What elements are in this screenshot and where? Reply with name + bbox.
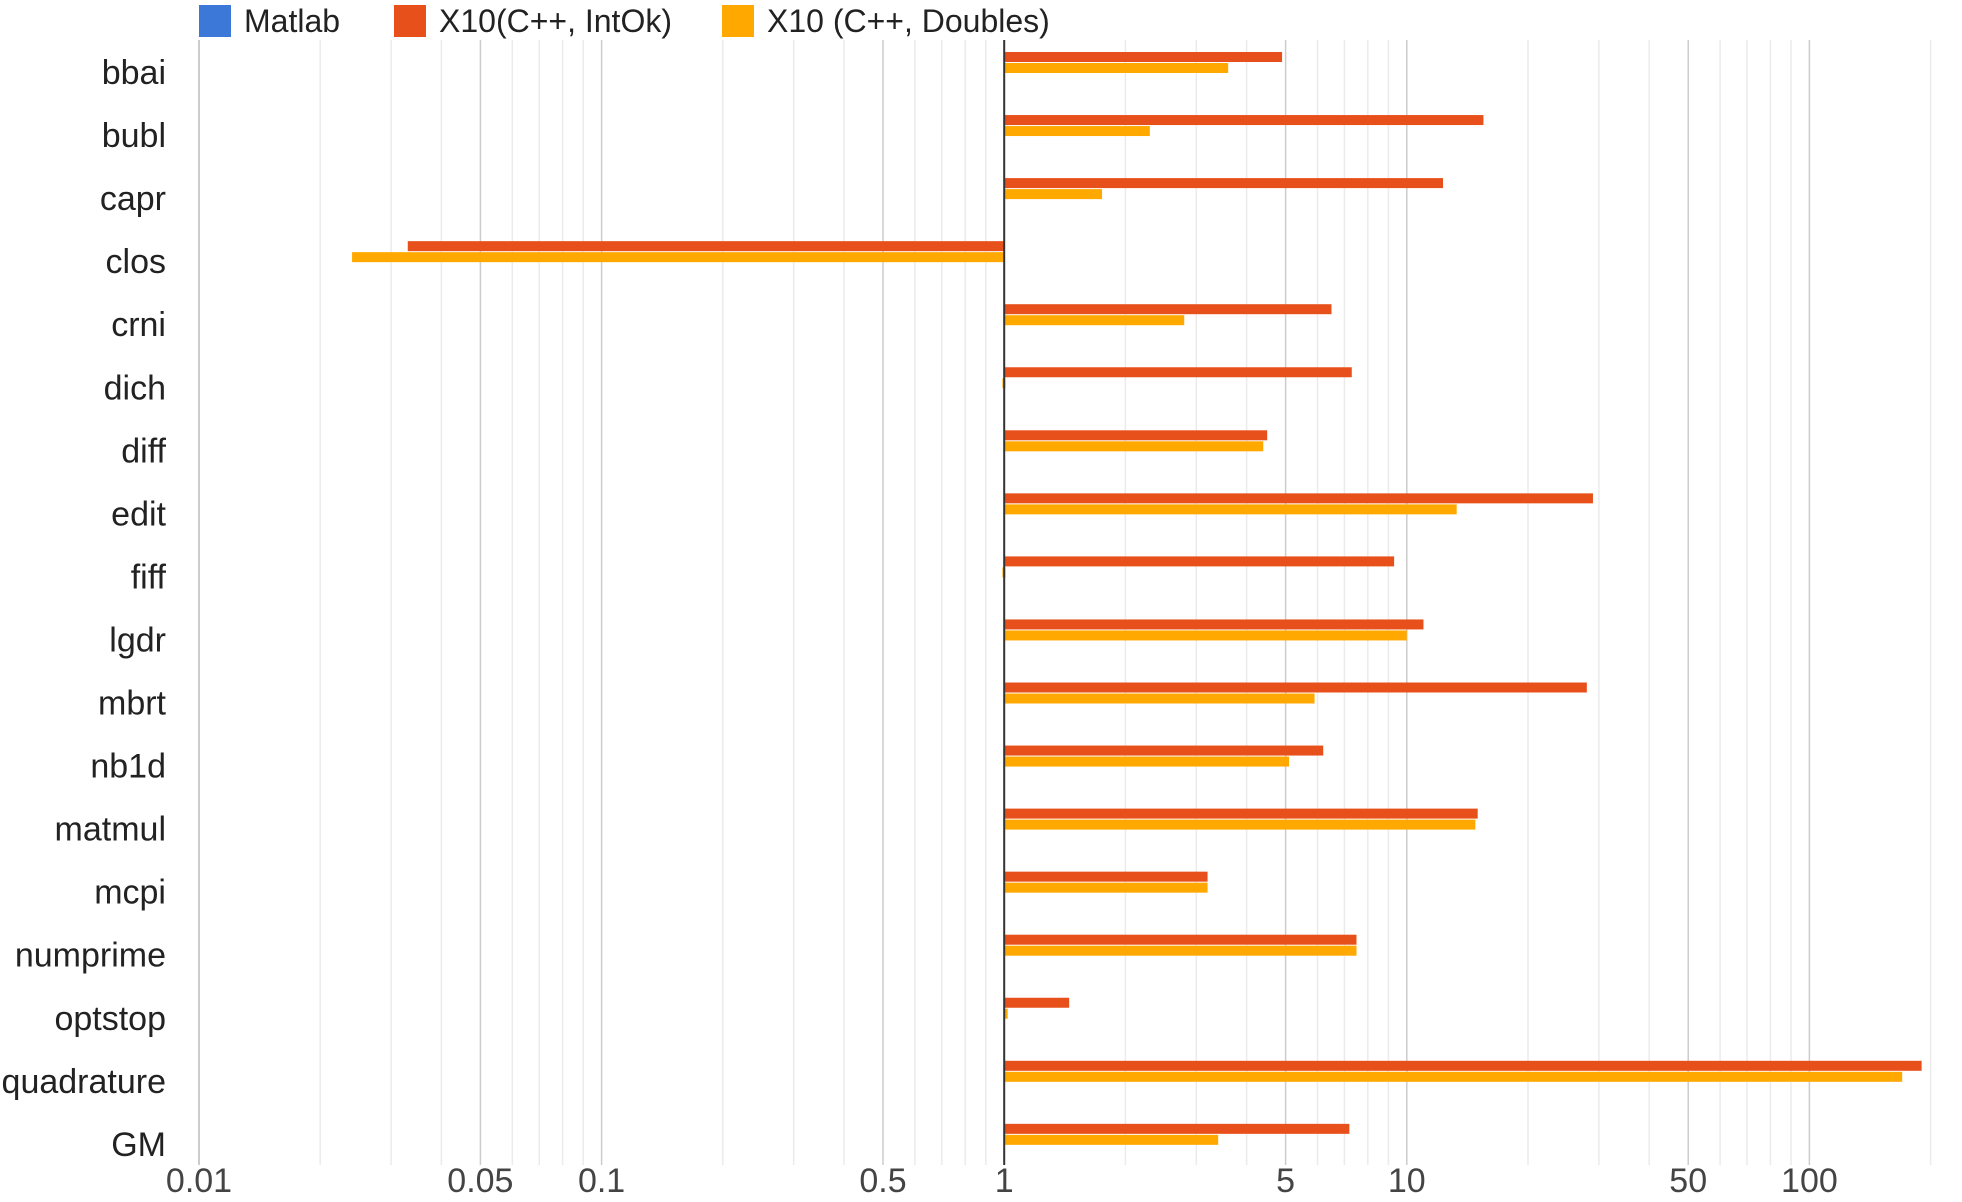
x-tick-label: 0.5 [859, 1162, 906, 1200]
bar-mcpi-x10-c-intok-[interactable] [1004, 871, 1208, 882]
category-label-GM: GM [111, 1126, 166, 1164]
category-label-diff: diff [121, 432, 166, 470]
bar-dich-x10-c-intok-[interactable] [1004, 367, 1352, 378]
bars [352, 52, 1922, 1145]
bar-mcpi-x10-c-doubles-[interactable] [1004, 882, 1208, 893]
bar-optstop-x10-c-doubles-[interactable] [1004, 1008, 1008, 1019]
legend-item-1[interactable]: Matlab [199, 3, 340, 39]
category-label-clos: clos [106, 243, 166, 281]
category-label-numprime: numprime [15, 937, 166, 975]
legend: Matlab X10(C++, IntOk) X10 (C++, Doubles) [199, 3, 1050, 39]
category-label-quadrature: quadrature [2, 1063, 166, 1101]
category-label-mcpi: mcpi [94, 874, 166, 912]
legend-item-2[interactable]: X10(C++, IntOk) [394, 3, 672, 39]
bar-crni-x10-c-intok-[interactable] [1004, 304, 1332, 315]
category-label-crni: crni [111, 306, 166, 344]
bar-bbai-x10-c-intok-[interactable] [1004, 52, 1283, 62]
bar-quadrature-x10-c-intok-[interactable] [1004, 1060, 1922, 1071]
x-tick-label: 0.01 [166, 1162, 232, 1200]
x-tick-label: 100 [1781, 1162, 1838, 1200]
bar-clos-x10-c-doubles-[interactable] [352, 252, 1005, 263]
x-tick-label: 0.1 [578, 1162, 625, 1200]
category-label-optstop: optstop [54, 1000, 166, 1038]
legend-label: X10 (C++, Doubles) [767, 3, 1050, 39]
bar-lgdr-x10-c-doubles-[interactable] [1004, 630, 1407, 641]
bar-optstop-x10-c-intok-[interactable] [1004, 997, 1070, 1008]
category-label-matmul: matmul [55, 811, 166, 849]
bar-edit-x10-c-intok-[interactable] [1004, 493, 1593, 504]
category-label-dich: dich [104, 369, 166, 407]
bar-edit-x10-c-doubles-[interactable] [1004, 504, 1457, 515]
bar-nb1d-x10-c-doubles-[interactable] [1004, 756, 1290, 767]
bar-capr-x10-c-doubles-[interactable] [1004, 189, 1103, 200]
bar-nb1d-x10-c-intok-[interactable] [1004, 745, 1324, 756]
bar-numprime-x10-c-doubles-[interactable] [1004, 945, 1357, 956]
bar-numprime-x10-c-intok-[interactable] [1004, 934, 1357, 945]
bar-quadrature-x10-c-doubles-[interactable] [1004, 1071, 1903, 1082]
gridlines [198, 40, 1932, 1165]
category-label-fiff: fiff [131, 558, 167, 596]
legend-label: X10(C++, IntOk) [439, 3, 672, 39]
bar-mbrt-x10-c-doubles-[interactable] [1004, 693, 1315, 704]
x-tick-label: 0.05 [447, 1162, 513, 1200]
legend-label: Matlab [244, 3, 340, 39]
legend-swatch [722, 5, 754, 37]
bar-GM-x10-c-intok-[interactable] [1004, 1123, 1350, 1134]
legend-swatch [394, 5, 426, 37]
bar-crni-x10-c-doubles-[interactable] [1004, 315, 1185, 326]
bar-matmul-x10-c-intok-[interactable] [1004, 808, 1478, 819]
legend-swatch [199, 5, 231, 37]
x-tick-label: 10 [1388, 1162, 1426, 1200]
category-label-edit: edit [111, 495, 166, 533]
axis [198, 40, 1006, 1165]
legend-item-3[interactable]: X10 (C++, Doubles) [722, 3, 1050, 39]
category-label-capr: capr [100, 180, 166, 218]
bar-clos-x10-c-intok-[interactable] [407, 241, 1005, 252]
bar-bubl-x10-c-doubles-[interactable] [1004, 126, 1150, 137]
x-axis-tick-labels: 0.01 0.05 0.1 0.5 1 5 10 50 100 [166, 1162, 1838, 1200]
bar-diff-x10-c-doubles-[interactable] [1004, 441, 1264, 452]
x-tick-label: 5 [1276, 1162, 1295, 1200]
bar-GM-x10-c-doubles-[interactable] [1004, 1134, 1219, 1145]
bar-diff-x10-c-intok-[interactable] [1004, 430, 1268, 441]
bar-matmul-x10-c-doubles-[interactable] [1004, 819, 1476, 830]
category-labels: bbai bubl capr clos crni dich diff edit fiff lgdr… [2, 54, 167, 1164]
x-tick-label: 1 [995, 1162, 1014, 1200]
bar-capr-x10-c-intok-[interactable] [1004, 178, 1443, 189]
bar-fiff-x10-c-intok-[interactable] [1004, 556, 1395, 567]
bar-bubl-x10-c-intok-[interactable] [1004, 115, 1484, 126]
category-label-lgdr: lgdr [109, 621, 166, 659]
x-tick-label: 50 [1669, 1162, 1707, 1200]
category-label-bbai: bbai [102, 54, 166, 92]
category-label-bubl: bubl [102, 117, 166, 155]
bar-mbrt-x10-c-intok-[interactable] [1004, 682, 1587, 693]
category-label-mbrt: mbrt [98, 685, 167, 723]
bar-bbai-x10-c-doubles-[interactable] [1004, 63, 1229, 73]
category-label-nb1d: nb1d [90, 748, 166, 786]
bar-lgdr-x10-c-intok-[interactable] [1004, 619, 1424, 630]
